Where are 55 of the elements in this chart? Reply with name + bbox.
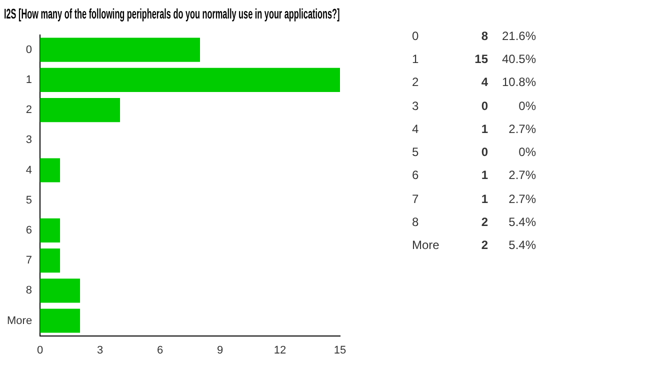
y-tick-label: 1 <box>26 74 32 86</box>
bar <box>40 218 60 242</box>
bar <box>40 158 60 182</box>
text: 15 <box>474 50 488 68</box>
text: 2 <box>411 74 420 92</box>
y-tick-label: 3 <box>26 134 32 146</box>
text: 5.4% <box>508 237 536 254</box>
text: 7 <box>411 190 420 208</box>
text: 5 <box>411 144 420 162</box>
text: 5.4% <box>508 214 536 232</box>
text: 0 <box>480 144 488 162</box>
y-tick-label: 7 <box>26 254 32 267</box>
bar <box>40 68 340 92</box>
text: More <box>411 237 440 254</box>
text: 2.7% <box>508 120 536 138</box>
text: 40.5% <box>500 50 536 68</box>
bar <box>40 308 80 333</box>
text: 10.8% <box>500 74 536 92</box>
x-tick-label: 3 <box>96 344 104 356</box>
text: 8 <box>480 28 488 45</box>
text: 1 <box>480 120 488 138</box>
text: 2.7% <box>508 190 536 208</box>
x-tick-label: 0 <box>37 344 44 356</box>
y-tick-label: 6 <box>26 224 32 236</box>
text: 6 <box>411 167 420 184</box>
bar <box>40 248 60 273</box>
text: 1 <box>480 190 488 208</box>
text: 2 <box>480 214 488 232</box>
text: 2 <box>480 237 488 254</box>
x-tick-label: 6 <box>156 344 164 356</box>
text: 8 <box>411 214 420 232</box>
text: 2.7% <box>508 167 536 184</box>
text: 21.6% <box>500 28 536 45</box>
x-tick-label: 12 <box>274 344 286 356</box>
text: 1 <box>411 50 420 68</box>
y-tick-label: 2 <box>26 104 32 116</box>
chart-title: I2S [How many of the following peripherals do you normally use in your applications?] <box>4 7 340 22</box>
x-tick-label: 15 <box>334 344 346 356</box>
x-tick-label: 9 <box>216 344 224 356</box>
text: 0% <box>518 98 536 115</box>
text: 1 <box>480 167 488 184</box>
text: 3 <box>411 98 420 115</box>
text: 0% <box>518 144 536 162</box>
bar <box>40 278 80 303</box>
y-tick-label: More <box>7 314 32 327</box>
text: 4 <box>480 74 488 92</box>
bar <box>40 98 120 122</box>
y-tick-label: 5 <box>26 194 32 206</box>
text: 0 <box>480 98 488 115</box>
text: 4 <box>411 120 420 138</box>
y-tick-label: 0 <box>26 44 32 56</box>
y-tick-label: 8 <box>26 284 32 297</box>
text: 0 <box>411 28 420 45</box>
bar <box>40 38 200 62</box>
y-tick-label: 4 <box>26 164 32 176</box>
